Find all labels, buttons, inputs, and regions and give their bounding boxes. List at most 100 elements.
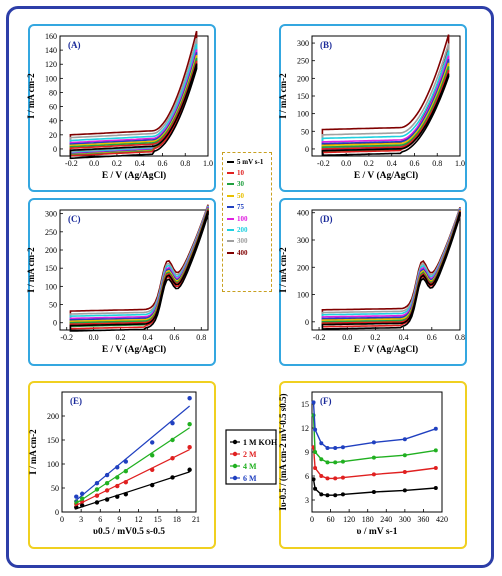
x-tick-label: 0.4 bbox=[142, 333, 152, 342]
panel-label: (E) bbox=[70, 396, 82, 406]
y-tick-label: 0 bbox=[305, 318, 309, 327]
x-tick-label: 12 bbox=[135, 515, 143, 524]
data-point bbox=[123, 492, 129, 497]
x-tick-label: 0.2 bbox=[116, 333, 126, 342]
data-point bbox=[79, 496, 85, 501]
panel-label: (B) bbox=[320, 40, 332, 50]
x-tick-label: 0.8 bbox=[180, 159, 190, 168]
x-tick-label: 1.0 bbox=[203, 159, 213, 168]
data-point bbox=[123, 459, 129, 464]
x-tick-label: 180 bbox=[362, 515, 374, 524]
scan-rate-legend: 5 mV s-1 10 30 50 75 100 200 300 400 bbox=[222, 152, 272, 292]
x-tick-label: 0.8 bbox=[196, 333, 206, 342]
y-tick-label: 200 bbox=[45, 246, 57, 255]
data-point bbox=[94, 493, 100, 498]
data-point bbox=[170, 475, 175, 480]
data-point bbox=[371, 472, 376, 477]
y-axis-label: I / mA cm-2 bbox=[278, 247, 288, 293]
data-point bbox=[170, 421, 175, 426]
x-axis-label: E / V (Ag/AgCl) bbox=[102, 170, 166, 181]
data-point bbox=[333, 493, 338, 498]
x-tick-label: 0.0 bbox=[89, 159, 99, 168]
x-tick-label: 0.6 bbox=[169, 333, 179, 342]
y-axis-label: I / mA cm-2 bbox=[28, 429, 38, 475]
data-point bbox=[371, 490, 376, 494]
legend-label: 100 bbox=[237, 214, 248, 223]
x-tick-label: 0.2 bbox=[364, 159, 374, 168]
x-tick-label: 18 bbox=[173, 515, 181, 524]
y-axis-label: I / mA cm-2 bbox=[26, 73, 36, 119]
legend-label: 50 bbox=[237, 191, 244, 200]
data-point bbox=[150, 482, 155, 488]
plot-3: -0.2 0.0 0.2 0.4 0.6 0.8 0 100 200 300 400 E / V (A… bbox=[278, 207, 465, 355]
x-tick-label: -0.2 bbox=[317, 159, 330, 168]
data-point bbox=[115, 494, 120, 499]
y-tick-label: 300 bbox=[45, 210, 57, 219]
y-tick-label: 40 bbox=[49, 117, 57, 126]
legend-label: 5 mV s-1 bbox=[237, 157, 264, 166]
scan-rate-legend-item: 50 bbox=[227, 190, 271, 201]
x-tick-label: -0.2 bbox=[65, 159, 78, 168]
cv-curve-8 bbox=[69, 30, 198, 152]
scan-rate-legend-item: 300 bbox=[227, 236, 271, 247]
x-tick-label: 0.2 bbox=[112, 159, 122, 168]
data-point bbox=[187, 396, 192, 401]
data-point bbox=[94, 481, 100, 486]
data-point bbox=[325, 493, 330, 498]
series-line bbox=[312, 415, 436, 464]
legend-swatch bbox=[227, 229, 234, 232]
x-tick-label: 15 bbox=[154, 515, 162, 524]
y-tick-label: 400 bbox=[297, 209, 309, 218]
x-tick-label: 0.6 bbox=[409, 159, 419, 168]
legend-label: 75 bbox=[237, 203, 244, 212]
y-tick-label: 300 bbox=[297, 236, 309, 245]
y-axis-label: I / mA cm-2 bbox=[278, 73, 288, 119]
data-point bbox=[115, 475, 120, 480]
x-axis-label: E / V (Ag/AgCl) bbox=[102, 344, 166, 355]
data-point bbox=[187, 421, 192, 427]
cv-curve-2 bbox=[321, 210, 461, 326]
panel-label: (A) bbox=[68, 40, 81, 50]
x-tick-label: 240 bbox=[380, 515, 392, 524]
x-tick-label: 0.4 bbox=[135, 159, 145, 168]
data-point bbox=[333, 476, 338, 481]
x-tick-label: 300 bbox=[399, 515, 411, 524]
data-point bbox=[433, 466, 438, 470]
plot-4: 0 3 6 9 12 15 18 21 0 50 100 150 200 υ0.5 / mV0.5 s-0… bbox=[28, 391, 278, 537]
legend-label: 400 bbox=[237, 248, 248, 257]
y-tick-label: 80 bbox=[49, 88, 57, 97]
panel-label: (F) bbox=[320, 396, 332, 406]
scan-rate-legend-item: 200 bbox=[227, 224, 271, 235]
legend-label: 2 M bbox=[243, 450, 257, 459]
plot-1: -0.2 0.0 0.2 0.4 0.6 0.8 1.0 0 50 100 150 200 250 300… bbox=[278, 34, 465, 181]
figure-frame bbox=[6, 6, 494, 568]
y-tick-label: 60 bbox=[49, 103, 57, 112]
scan-rate-legend-item: 10 bbox=[227, 167, 271, 178]
legend-e: 1 M KOH 2 M 4 M 6 M bbox=[225, 429, 278, 485]
data-point bbox=[319, 457, 324, 462]
x-tick-label: 0.4 bbox=[387, 159, 397, 168]
legend-box bbox=[225, 429, 277, 485]
cv-curve-0 bbox=[321, 73, 450, 157]
data-point bbox=[187, 467, 192, 472]
x-axis-label: υ / mV s-1 bbox=[357, 527, 398, 537]
y-tick-label: 50 bbox=[49, 301, 57, 310]
panel-f-box bbox=[279, 381, 467, 549]
x-tick-label: 1.0 bbox=[455, 159, 465, 168]
data-point bbox=[187, 445, 192, 450]
scan-rate-legend-item: 75 bbox=[227, 202, 271, 213]
panel-a-box bbox=[28, 24, 216, 192]
data-point bbox=[104, 488, 110, 493]
legend-swatch-dot bbox=[232, 475, 238, 481]
data-point bbox=[340, 445, 345, 450]
y-tick-label: 50 bbox=[51, 484, 59, 493]
cv-curve-0 bbox=[69, 63, 198, 160]
legend-swatch bbox=[227, 172, 234, 175]
data-point bbox=[94, 500, 100, 505]
y-tick-label: 200 bbox=[297, 74, 309, 83]
data-point bbox=[371, 440, 376, 445]
plot-frame bbox=[311, 209, 461, 331]
y-tick-label: 150 bbox=[297, 92, 309, 101]
y-tick-label: 150 bbox=[45, 264, 57, 273]
data-point bbox=[115, 465, 120, 470]
